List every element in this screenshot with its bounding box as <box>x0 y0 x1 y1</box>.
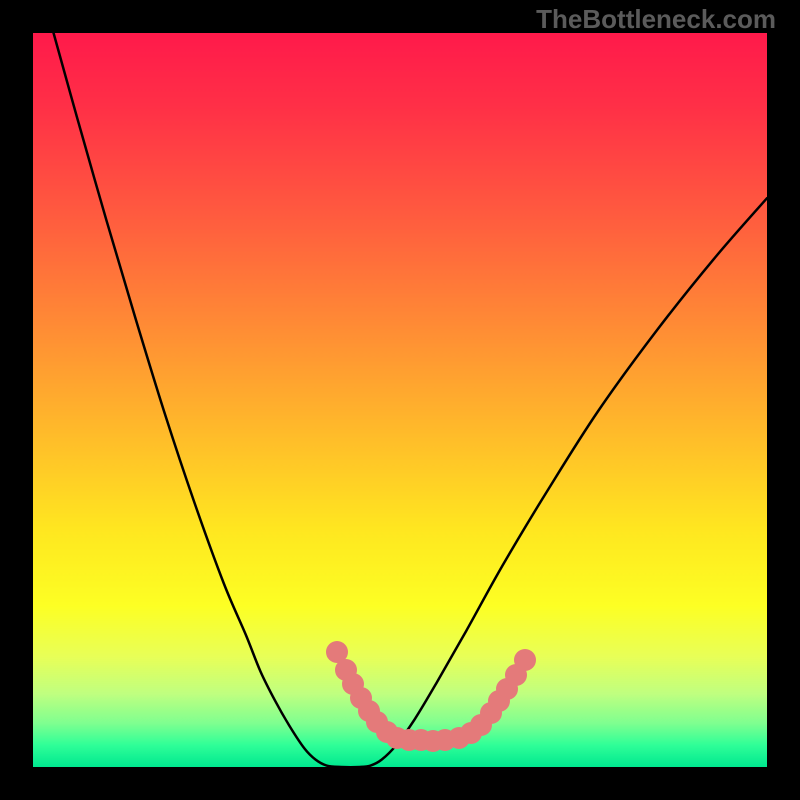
chart-container: TheBottleneck.com <box>0 0 800 800</box>
watermark-text: TheBottleneck.com <box>536 4 776 35</box>
bottleneck-curve <box>54 33 767 767</box>
marker-cluster <box>326 641 536 752</box>
plot-area <box>33 33 767 767</box>
curve-overlay <box>33 33 767 767</box>
marker-dot <box>514 649 536 671</box>
